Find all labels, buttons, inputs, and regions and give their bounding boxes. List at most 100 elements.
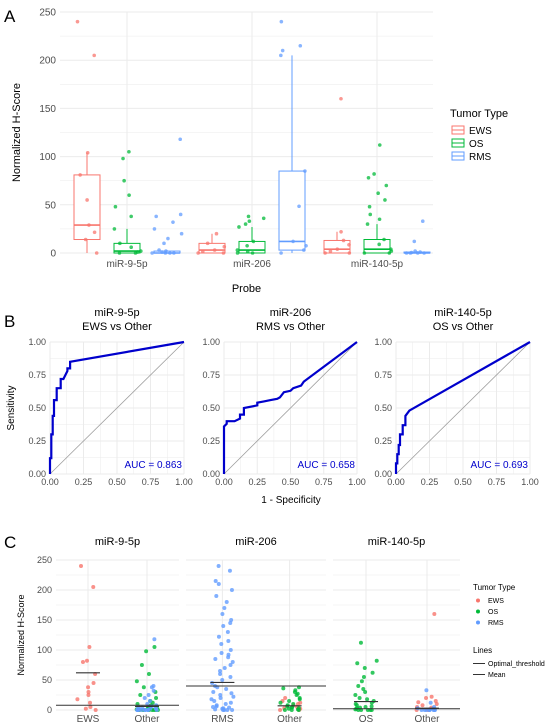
data-point: [225, 708, 230, 712]
data-point: [228, 663, 233, 667]
data-point: [404, 251, 409, 255]
data-point: [383, 198, 387, 202]
data-point: [216, 634, 221, 639]
data-point: [347, 251, 352, 255]
x-tick-label: miR-140-5p: [351, 259, 404, 270]
data-point: [428, 700, 433, 705]
roc-curve: [48, 340, 185, 474]
data-point: [281, 686, 286, 691]
data-point: [154, 708, 159, 712]
data-point: [247, 219, 252, 223]
data-point: [212, 699, 217, 703]
data-point: [78, 173, 82, 177]
data-point: [289, 708, 294, 712]
y-tick-label: 50: [42, 675, 52, 685]
data-point: [213, 579, 218, 583]
data-point: [164, 249, 168, 253]
data-point: [365, 222, 370, 226]
data-point: [422, 251, 426, 255]
data-point: [142, 696, 147, 700]
data-point: [86, 693, 91, 697]
strip-title: miR-140-5p: [368, 536, 425, 548]
data-point: [225, 630, 230, 634]
legend-key-ews: [476, 598, 480, 603]
x-tick-label: OS: [359, 714, 374, 725]
x-tick-label: 1.00: [521, 477, 539, 487]
panel-label-b: B: [4, 312, 15, 331]
data-point: [377, 143, 382, 147]
data-point: [226, 639, 231, 643]
data-point: [280, 48, 285, 53]
x-tick-label: 0.25: [248, 477, 266, 487]
data-point: [246, 214, 251, 219]
data-point: [178, 137, 183, 142]
data-point: [279, 19, 284, 24]
data-point: [152, 637, 157, 642]
roc-panel: miR-206 RMS vs Other 0.000.00 0.25 0.25 0.50 0…: [202, 307, 365, 487]
data-point: [362, 666, 367, 670]
y-tick-label: 0.00: [374, 469, 392, 479]
data-point: [420, 219, 425, 223]
box-ews: [323, 239, 351, 254]
data-point: [235, 248, 240, 252]
strip-title: miR-206: [235, 536, 277, 548]
data-point: [157, 248, 161, 252]
data-point: [94, 251, 99, 255]
data-point: [211, 690, 216, 694]
data-point: [219, 642, 224, 646]
data-point: [279, 53, 283, 58]
data-point: [384, 183, 389, 188]
data-point: [172, 251, 176, 255]
y-tick-label: 0.00: [202, 469, 220, 479]
y-tick-label: 200: [39, 56, 56, 67]
data-point: [152, 227, 157, 231]
data-point: [382, 237, 386, 242]
data-point: [143, 708, 148, 712]
y-axis-label: Normalized H-Score: [11, 83, 23, 182]
x-tick-label: miR-9-5p: [106, 259, 148, 270]
roc-curve: [394, 341, 531, 474]
data-point: [363, 690, 368, 694]
x-tick-label: RMS: [211, 714, 234, 725]
panel-label-a: A: [4, 7, 16, 26]
box-os: [238, 240, 266, 254]
legend-label: RMS: [488, 620, 504, 627]
y-tick-label: 0.25: [202, 436, 220, 446]
data-point: [230, 660, 235, 664]
y-tick-label: 1.00: [202, 337, 220, 347]
data-point: [83, 706, 88, 711]
y-tick-label: 0.75: [28, 370, 46, 380]
data-point: [218, 672, 223, 676]
data-point: [218, 693, 223, 697]
data-point: [356, 684, 361, 688]
data-point: [370, 670, 375, 675]
data-point: [112, 227, 117, 231]
data-point: [144, 649, 149, 654]
data-point: [279, 251, 283, 255]
data-point: [229, 691, 234, 696]
box-os: [363, 239, 391, 254]
y-tick-label: 200: [37, 585, 52, 595]
data-point: [226, 655, 231, 660]
roc-panel: miR-9-5p EWS vs Other 0.000.00 0.25 0.25 0.50…: [28, 307, 192, 487]
data-point: [362, 251, 367, 255]
y-tick-label: 0: [47, 705, 52, 715]
diagonal-reference: [49, 341, 185, 475]
data-point: [433, 699, 438, 703]
x-tick-label: 0.75: [315, 477, 333, 487]
x-tick-label: Other: [135, 714, 161, 725]
data-point: [154, 214, 158, 219]
data-point: [91, 585, 96, 589]
data-point: [424, 688, 429, 693]
data-point: [216, 564, 221, 568]
y-tick-label: 0.75: [202, 370, 220, 380]
data-point: [129, 245, 133, 250]
data-point: [135, 250, 140, 254]
data-point: [212, 248, 217, 252]
data-point: [296, 702, 301, 706]
data-point: [355, 661, 360, 666]
data-point: [366, 176, 371, 180]
data-point: [228, 675, 233, 679]
x-axis-label: 1 - Specificity: [261, 495, 320, 506]
y-tick-label: 1.00: [374, 337, 392, 347]
